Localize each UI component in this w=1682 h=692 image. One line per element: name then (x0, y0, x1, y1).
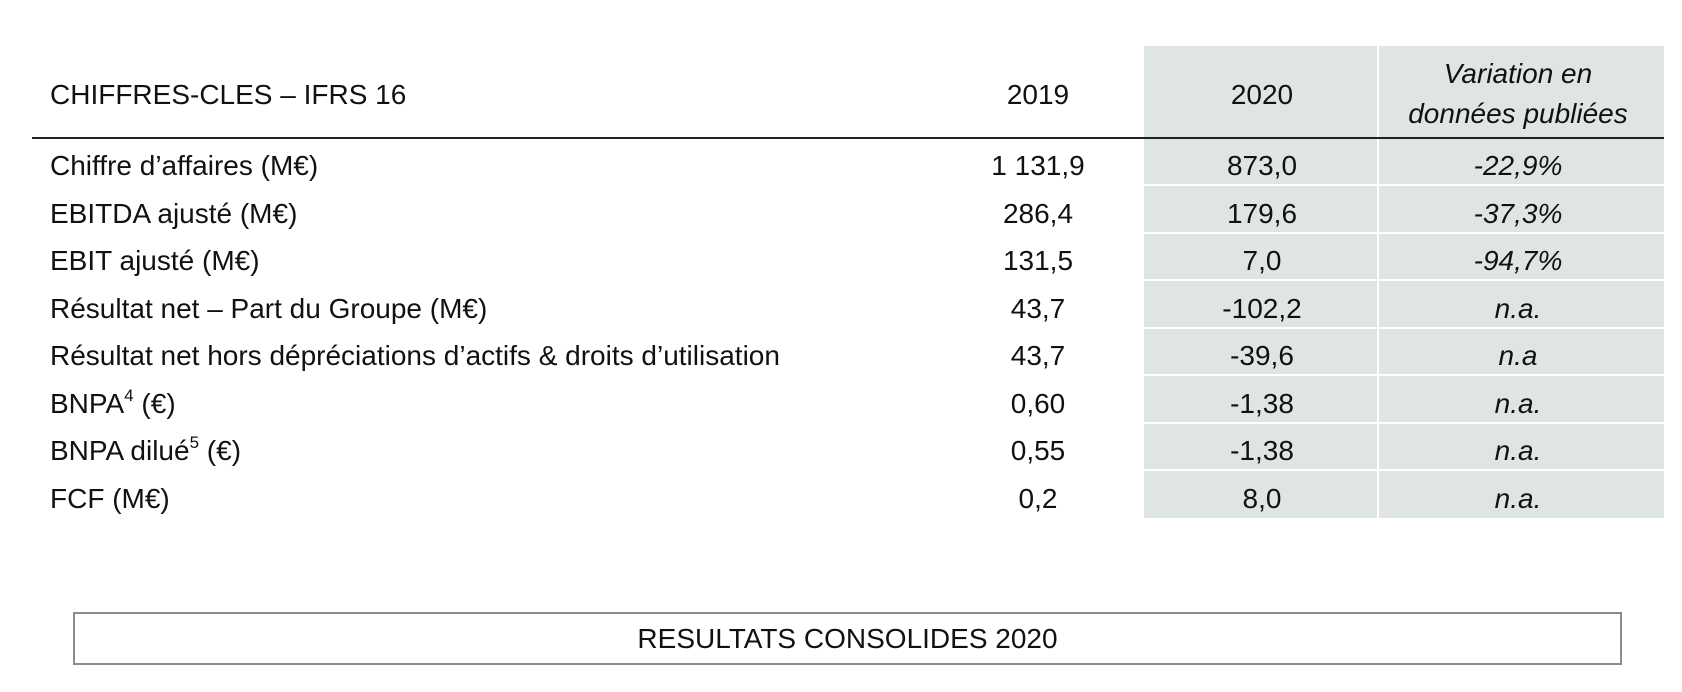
value-variation: n.a. (1494, 435, 1542, 466)
row-label-text: Résultat net hors dépréciations d’actifs… (50, 340, 780, 371)
section-banner: RESULTATS CONSOLIDES 2020 (73, 612, 1622, 665)
value-2020: 7,0 (1242, 245, 1282, 276)
value-variation: n.a. (1494, 387, 1542, 419)
row-label: Résultat net – Part du Groupe (M€) (50, 291, 487, 327)
table-title: CHIFFRES-CLES – IFRS 16 (50, 79, 407, 110)
row-label: EBITDA ajusté (M€) (50, 196, 297, 232)
column-header-variation-line1: Variation en (1443, 58, 1593, 89)
section-banner-title: RESULTATS CONSOLIDES 2020 (637, 622, 1058, 654)
value-variation: -37,3% (1473, 197, 1563, 229)
column-header-variation-line2: données publiées (1408, 98, 1628, 129)
row-label-text: BNPA dilué (50, 435, 190, 466)
value-2020: 179,6 (1226, 197, 1298, 229)
value-2019: 0,55 (1010, 435, 1066, 466)
value-variation: n.a (1498, 340, 1538, 371)
footnote-marker: 4 (124, 385, 134, 405)
value-2019: 1 131,9 (991, 150, 1085, 181)
row-separator (1144, 422, 1664, 424)
table-body: Chiffre d’affaires (M€) 1 131,9 873,0 -2… (0, 142, 1682, 522)
row-label: FCF (M€) (50, 481, 170, 517)
column-separator (1377, 46, 1379, 518)
table-row: Chiffre d’affaires (M€) 1 131,9 873,0 -2… (0, 142, 1682, 190)
row-label-text: Chiffre d’affaires (M€) (50, 150, 319, 181)
table-row: BNPA4 (€) 0,60 -1,38 n.a. (0, 380, 1682, 428)
value-variation: -94,7% (1473, 245, 1563, 276)
row-label-text: BNPA (50, 387, 125, 419)
value-variation: -22,9% (1473, 150, 1563, 181)
row-label-text: Résultat net – Part du Groupe (M€) (50, 292, 488, 324)
row-label: BNPA4 (€) (50, 386, 176, 422)
value-variation: n.a. (1494, 292, 1542, 324)
row-label-text: EBIT ajusté (M€) (50, 245, 260, 276)
value-2019: 0,60 (1010, 387, 1066, 419)
row-separator (1144, 327, 1664, 329)
value-2020: 8,0 (1242, 482, 1282, 514)
value-2019: 131,5 (1002, 245, 1074, 276)
value-2020: -1,38 (1230, 435, 1294, 466)
row-separator (1144, 279, 1664, 281)
value-2019: 286,4 (1002, 197, 1074, 229)
value-2019: 0,2 (1018, 482, 1058, 514)
value-2019: 43,7 (1010, 292, 1066, 324)
header-rule (32, 137, 1664, 139)
value-variation: n.a. (1494, 482, 1542, 514)
table-row: Résultat net hors dépréciations d’actifs… (0, 332, 1682, 380)
value-2019: 43,7 (1010, 340, 1066, 371)
row-label: Chiffre d’affaires (M€) (50, 148, 318, 184)
footnote-marker: 5 (189, 433, 200, 452)
row-label: BNPA dilué5 (€) (50, 433, 241, 469)
row-label-text: FCF (M€) (50, 482, 170, 514)
column-header-variation: Variation en données publiées (1386, 54, 1650, 134)
table-row: EBITDA ajusté (M€) 286,4 179,6 -37,3% (0, 190, 1682, 238)
row-label: Résultat net hors dépréciations d’actifs… (50, 338, 780, 374)
row-separator (1144, 232, 1664, 234)
table-row: FCF (M€) 0,2 8,0 n.a. (0, 475, 1682, 523)
row-label-text: EBITDA ajusté (M€) (50, 197, 298, 229)
table-row: BNPA dilué5 (€) 0,55 -1,38 n.a. (0, 427, 1682, 475)
highlight-columns-background (1144, 46, 1664, 518)
table-row: EBIT ajusté (M€) 131,5 7,0 -94,7% (0, 237, 1682, 285)
column-header-2020: 2020 (1230, 79, 1294, 110)
row-separator (1144, 374, 1664, 376)
row-separator (1144, 469, 1664, 471)
column-header-2019: 2019 (1006, 79, 1070, 110)
row-label: EBIT ajusté (M€) (50, 243, 260, 279)
row-label-suffix: (€) (199, 435, 242, 466)
value-2020: -1,38 (1230, 387, 1294, 419)
value-2020: -39,6 (1230, 340, 1294, 371)
row-separator (1144, 184, 1664, 186)
table-row: Résultat net – Part du Groupe (M€) 43,7 … (0, 285, 1682, 333)
row-label-suffix: (€) (133, 387, 176, 419)
value-2020: 873,0 (1226, 150, 1298, 181)
value-2020: -102,2 (1222, 292, 1302, 324)
